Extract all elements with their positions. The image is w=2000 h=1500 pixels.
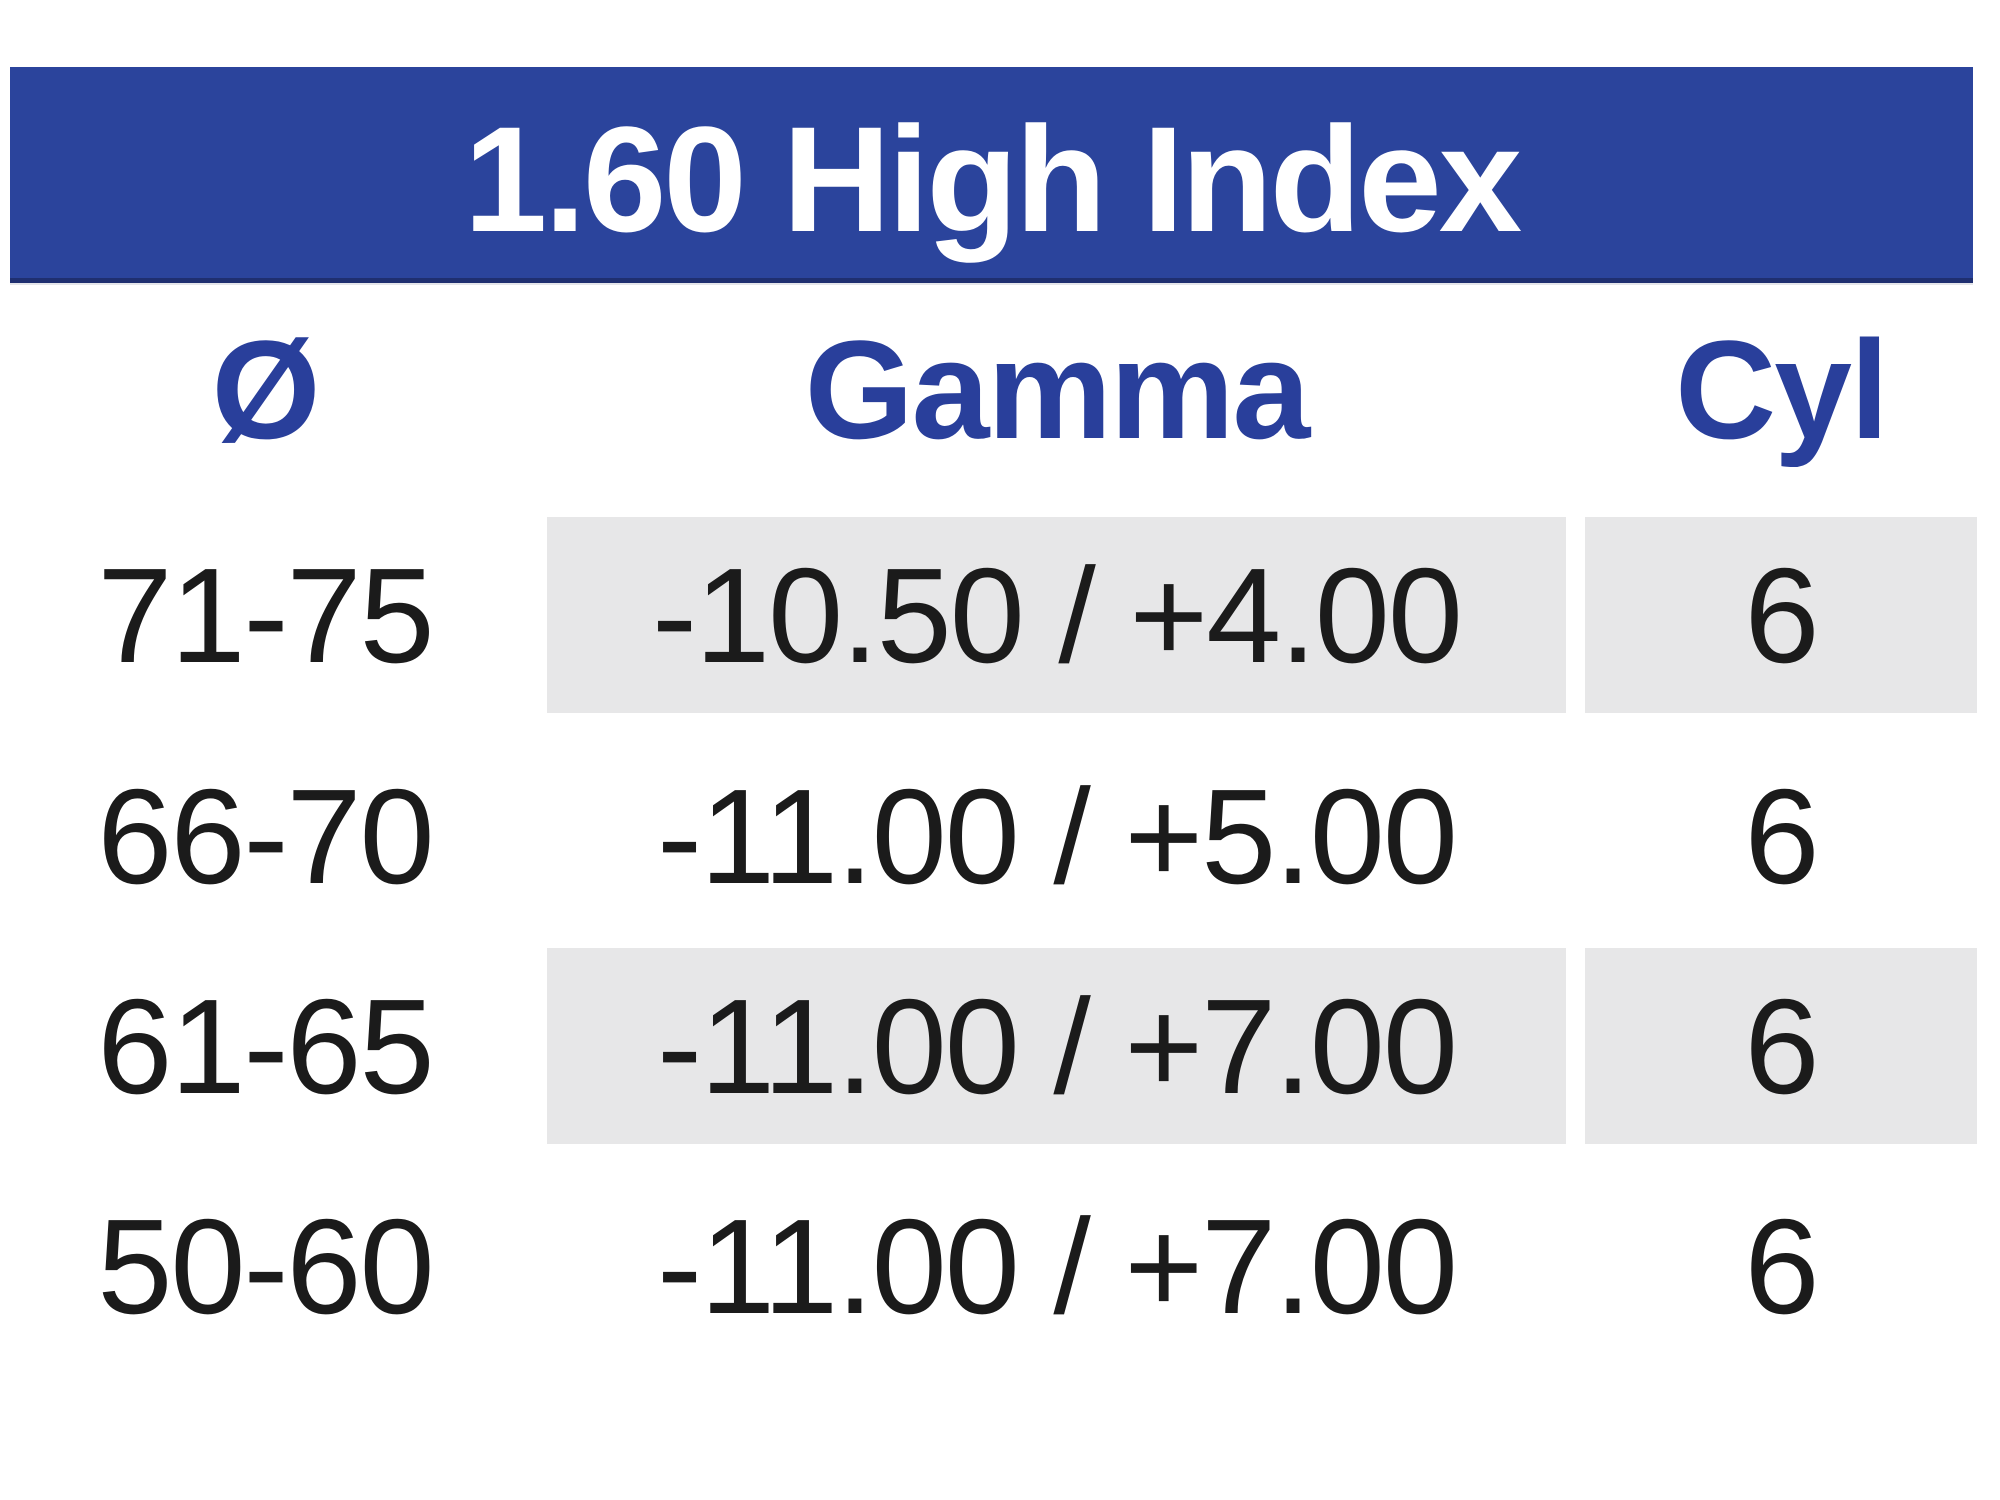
gamma-cell: -10.50 / +4.00: [547, 505, 1566, 725]
gamma-cell: -11.00 / +7.00: [547, 936, 1566, 1156]
table-row: 61-65 -11.00 / +7.00 6: [0, 936, 2000, 1156]
gamma-cell: -11.00 / +7.00: [657, 1190, 1458, 1342]
table-row: 50-60 -11.00 / +7.00 6: [0, 1156, 2000, 1376]
table-row: 66-70 -11.00 / +5.00 6: [0, 726, 2000, 946]
column-header-cyl: Cyl: [1675, 311, 1889, 468]
diameter-cell: 50-60: [97, 1190, 434, 1342]
cyl-cell: 6: [1585, 936, 1977, 1156]
page-title: 1.60 High Index: [463, 95, 1522, 263]
column-header-diameter: Ø: [211, 311, 321, 468]
title-banner: 1.60 High Index: [10, 67, 1973, 283]
diameter-cell: 66-70: [97, 760, 434, 912]
cyl-cell: 6: [1744, 1190, 1819, 1342]
table-row: 71-75 -10.50 / +4.00 6: [0, 505, 2000, 725]
table-header-row: Ø Gamma Cyl: [0, 300, 2000, 480]
cyl-cell: 6: [1744, 760, 1819, 912]
diameter-cell: 61-65: [97, 970, 434, 1122]
column-header-gamma: Gamma: [804, 311, 1311, 468]
cyl-cell: 6: [1585, 505, 1977, 725]
gamma-cell: -11.00 / +5.00: [657, 760, 1458, 912]
diameter-cell: 71-75: [97, 539, 434, 691]
